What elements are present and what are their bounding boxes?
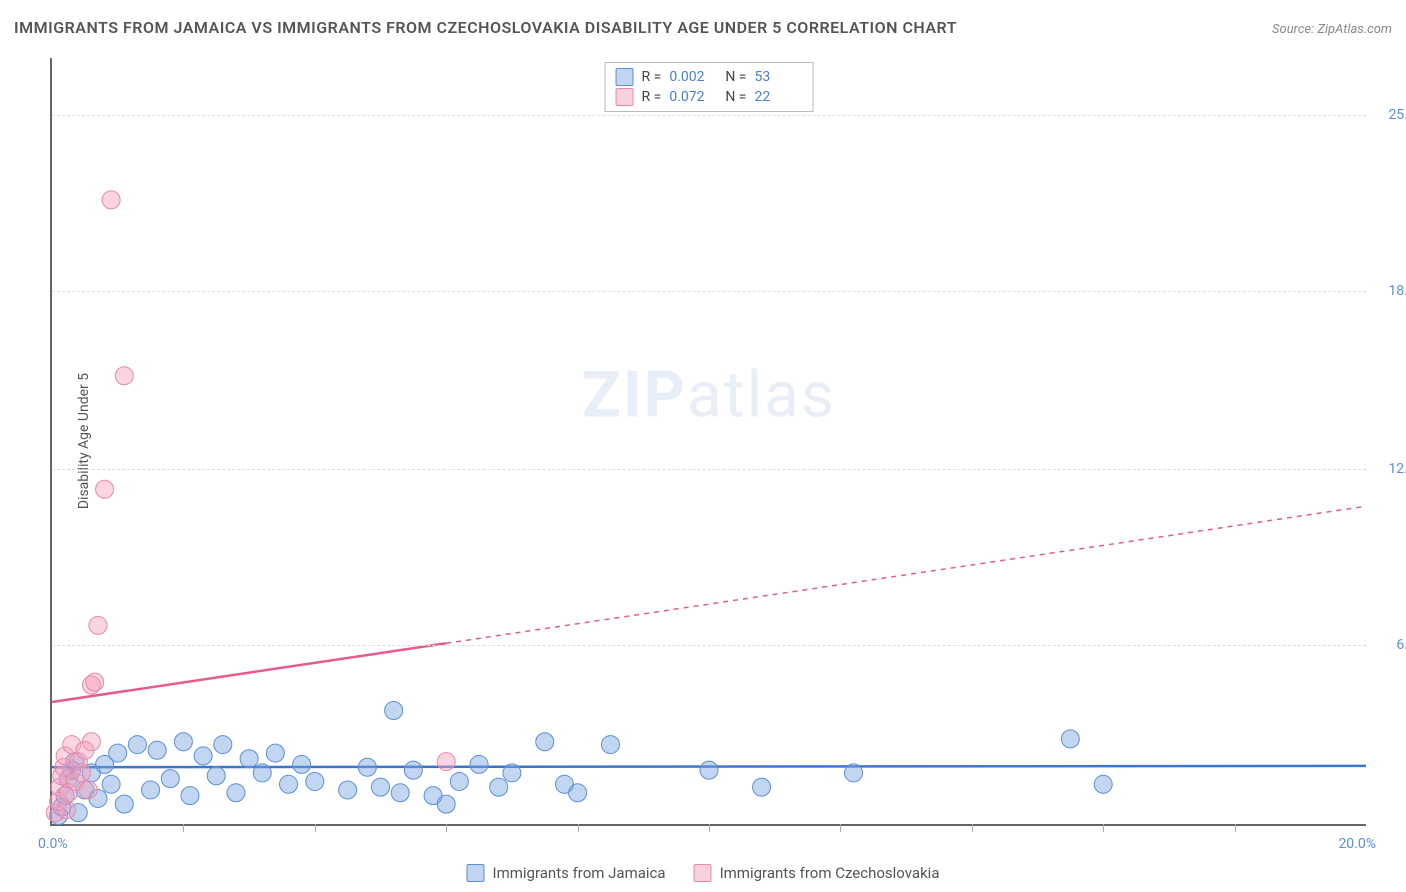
bottom-legend: Immigrants from Jamaica Immigrants from … — [467, 864, 940, 882]
plot-area: Disability Age Under 5 ZIPatlas R = 0.00… — [50, 58, 1366, 826]
gridline — [52, 115, 1366, 116]
data-point — [490, 778, 508, 796]
data-point — [102, 775, 120, 793]
data-point — [253, 764, 271, 782]
data-point — [227, 784, 245, 802]
data-point — [372, 778, 390, 796]
data-point — [437, 753, 455, 771]
data-point — [437, 795, 455, 813]
data-point — [358, 758, 376, 776]
data-point — [1061, 730, 1079, 748]
data-point — [142, 781, 160, 799]
x-tick — [578, 824, 579, 832]
data-point — [82, 733, 100, 751]
legend-label-czech: Immigrants from Czechoslovakia — [720, 864, 940, 882]
data-point — [601, 736, 619, 754]
legend-swatch-pink-icon — [694, 864, 712, 882]
x-tick — [1235, 824, 1236, 832]
x-tick — [315, 824, 316, 832]
legend-item-jamaica: Immigrants from Jamaica — [467, 864, 666, 882]
data-point — [102, 191, 120, 209]
data-point — [79, 781, 97, 799]
data-point — [115, 367, 133, 385]
data-point — [385, 702, 403, 720]
data-point — [280, 775, 298, 793]
data-point — [753, 778, 771, 796]
data-point — [161, 770, 179, 788]
data-point — [1094, 775, 1112, 793]
data-point — [109, 744, 127, 762]
data-point — [57, 801, 75, 819]
gridline — [52, 291, 1366, 292]
data-point — [470, 755, 488, 773]
data-point — [503, 764, 521, 782]
data-point — [181, 787, 199, 805]
data-point — [86, 673, 104, 691]
x-tick — [709, 824, 710, 832]
x-axis-end-label: 20.0% — [1338, 836, 1376, 852]
data-point — [128, 736, 146, 754]
legend-label-jamaica: Immigrants from Jamaica — [493, 864, 666, 882]
data-point — [339, 781, 357, 799]
data-point — [194, 747, 212, 765]
x-tick — [972, 824, 973, 832]
y-tick-label: 25.0% — [1376, 107, 1406, 123]
trend-line — [52, 643, 446, 702]
gridline — [52, 645, 1366, 646]
data-point — [845, 764, 863, 782]
data-point — [89, 616, 107, 634]
x-tick — [446, 824, 447, 832]
x-tick — [183, 824, 184, 832]
y-tick-label: 12.5% — [1376, 461, 1406, 477]
legend-swatch-blue-icon — [467, 864, 485, 882]
x-axis-origin-label: 0.0% — [38, 836, 68, 852]
source-attribution: Source: ZipAtlas.com — [1272, 22, 1392, 37]
data-point — [306, 772, 324, 790]
data-point — [207, 767, 225, 785]
chart-title: IMMIGRANTS FROM JAMAICA VS IMMIGRANTS FR… — [14, 18, 957, 37]
data-point — [569, 784, 587, 802]
data-point — [536, 733, 554, 751]
chart-svg — [52, 58, 1366, 824]
data-point — [73, 764, 91, 782]
x-tick — [1103, 824, 1104, 832]
data-point — [450, 772, 468, 790]
data-point — [700, 761, 718, 779]
data-point — [115, 795, 133, 813]
data-point — [240, 750, 258, 768]
y-tick-label: 6.3% — [1376, 637, 1406, 653]
data-point — [174, 733, 192, 751]
trend-line-dashed — [446, 506, 1366, 643]
legend-item-czech: Immigrants from Czechoslovakia — [694, 864, 940, 882]
y-tick-label: 18.8% — [1376, 283, 1406, 299]
x-tick — [840, 824, 841, 832]
data-point — [214, 736, 232, 754]
data-point — [404, 761, 422, 779]
data-point — [96, 480, 114, 498]
data-point — [391, 784, 409, 802]
data-point — [148, 741, 166, 759]
data-point — [266, 744, 284, 762]
data-point — [293, 755, 311, 773]
gridline — [52, 469, 1366, 470]
